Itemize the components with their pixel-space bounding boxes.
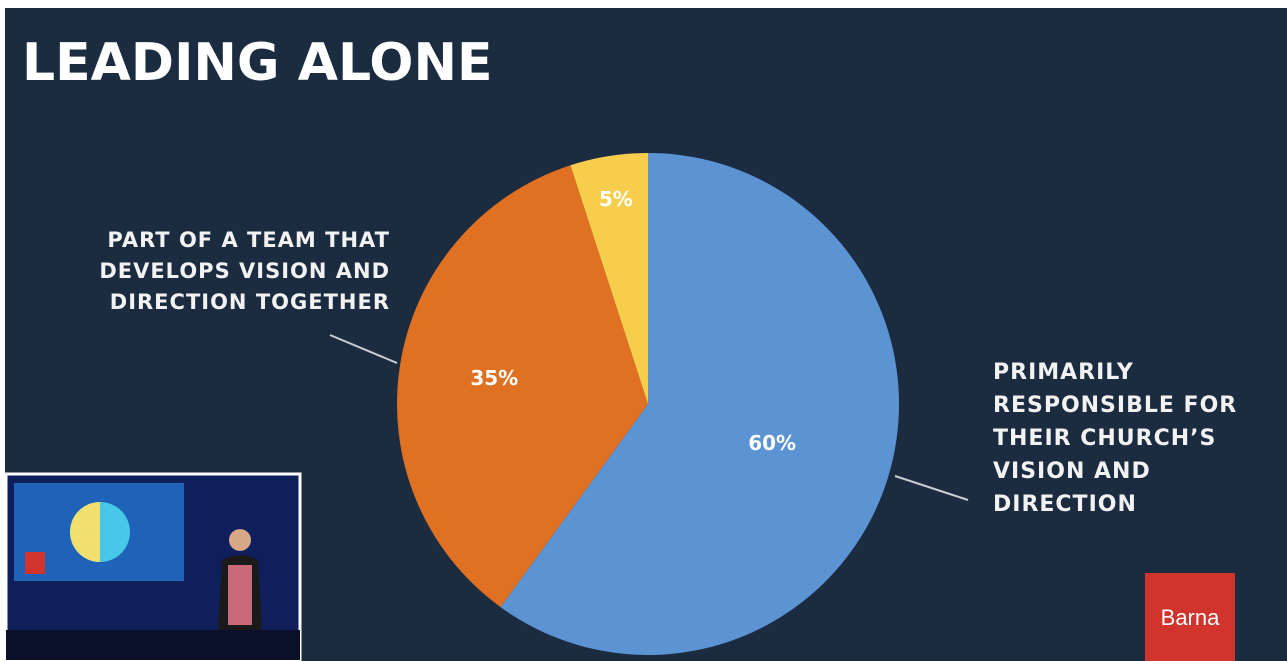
leader-line [894,475,969,501]
pie-slice [397,165,648,608]
inset-stage [6,630,300,660]
data-label: 60% [748,431,796,455]
pie-slice [500,153,900,655]
category-label: PRIMARILY RESPONSIBLE FOR THEIR CHURCH’S… [993,360,1238,517]
logo-box [1145,573,1235,661]
inset-person [228,565,252,625]
pie-slice [570,153,648,404]
data-label: 5% [599,187,633,211]
leader-line [329,334,398,364]
inset-person [229,529,251,551]
logo: Barna [1161,605,1220,630]
video-inset [4,472,302,661]
pie [397,153,900,655]
chart-title: LEADING ALONE [22,33,493,93]
inset-pie [70,502,100,562]
category-label: PART OF A TEAM THAT DEVELOPS VISION AND … [99,228,390,314]
inset-logo [25,552,45,574]
data-label: 35% [470,366,518,390]
